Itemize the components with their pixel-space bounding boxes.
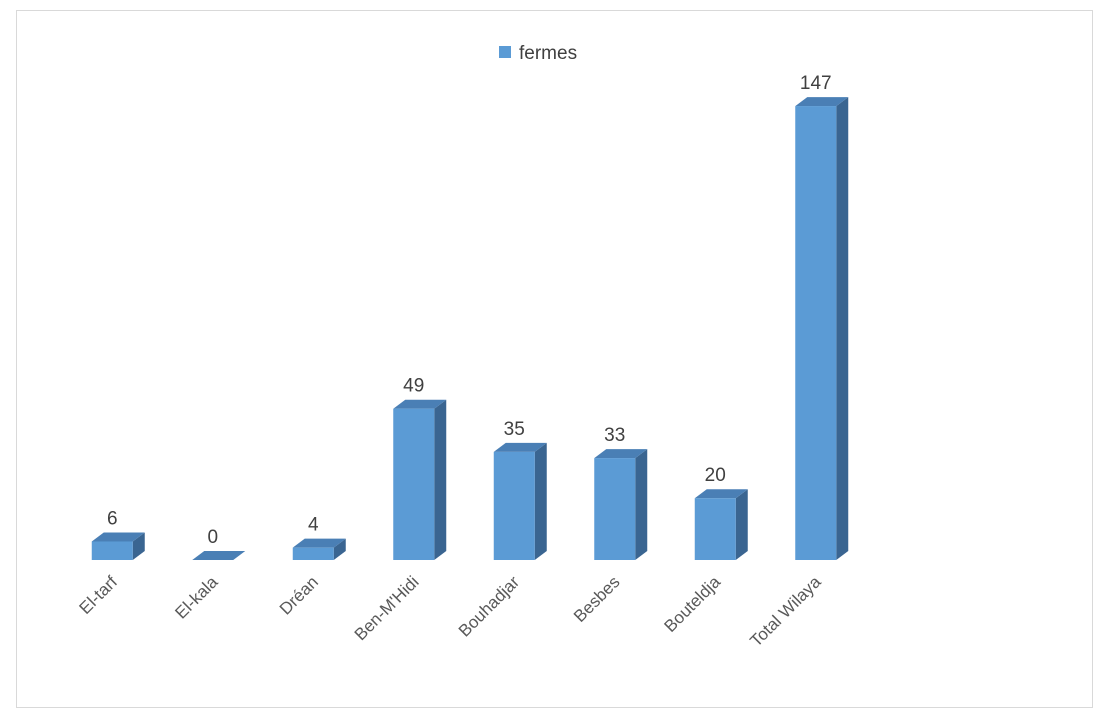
- bar-bouteldja: [694, 489, 748, 560]
- data-label-ben-m-hidi: 49: [403, 376, 424, 397]
- bar-side-ben-m-hidi: [434, 399, 447, 560]
- data-label-bouhadjar: 35: [504, 419, 525, 440]
- bar-side-bouteldja: [735, 489, 748, 560]
- bar-side-bouhadjar: [534, 442, 547, 560]
- data-label-el-kala: 0: [207, 527, 218, 548]
- legend-swatch-fermes: [499, 46, 511, 58]
- bar-top-besbes: [594, 449, 648, 459]
- data-label-bouteldja: 20: [705, 465, 726, 486]
- bar-top-ben-m-hidi: [393, 399, 447, 409]
- x-axis-tick-labels: El-tarf El-kala Dréan Ben-M'Hidi Bouhadjar Be…: [76, 572, 825, 651]
- bar-side-total-wilaya: [836, 97, 849, 561]
- bars-group: [91, 97, 849, 561]
- data-label-besbes: 33: [604, 425, 625, 446]
- bar-front-drean: [292, 547, 334, 560]
- bar-top-bouteldja: [694, 489, 748, 499]
- x-tick-label-el-tarf: El-tarf: [76, 572, 122, 618]
- bar-front-ben-m-hidi: [393, 408, 435, 560]
- x-tick-label-el-kala: El-kala: [171, 572, 222, 623]
- x-tick-label-bouteldja: Bouteldja: [661, 572, 725, 636]
- bar-top-drean: [292, 538, 346, 548]
- bar-side-besbes: [635, 449, 648, 560]
- bar-top-el-tarf: [91, 532, 145, 542]
- legend-label-fermes: fermes: [519, 43, 577, 64]
- bar-top-total-wilaya: [795, 97, 849, 107]
- bar-ben-m-hidi: [393, 399, 447, 560]
- data-label-total-wilaya: 147: [800, 73, 832, 94]
- bar-side-drean: [333, 538, 346, 560]
- data-label-drean: 4: [308, 515, 319, 536]
- bar-front-bouteldja: [694, 498, 736, 560]
- bar-front-el-tarf: [91, 541, 133, 560]
- x-tick-label-bouhadjar: Bouhadjar: [455, 572, 523, 640]
- chart-frame: [16, 10, 1093, 708]
- bar-top-el-kala: [192, 551, 246, 560]
- x-tick-label-total-wilaya: Total Wilaya: [746, 572, 825, 651]
- bar-total-wilaya: [795, 97, 849, 561]
- bar-besbes: [594, 449, 648, 560]
- bar-front-besbes: [594, 458, 636, 560]
- bar-drean: [292, 538, 346, 560]
- data-label-el-tarf: 6: [107, 508, 118, 529]
- bar-front-bouhadjar: [493, 451, 535, 560]
- x-tick-label-besbes: Besbes: [570, 572, 624, 626]
- x-tick-label-ben-m-hidi: Ben-M'Hidi: [351, 572, 423, 644]
- bar-front-total-wilaya: [795, 106, 837, 561]
- x-tick-label-drean: Dréan: [276, 572, 322, 618]
- bar-el-tarf: [91, 532, 145, 560]
- bar-bouhadjar: [493, 442, 547, 560]
- bar-top-bouhadjar: [493, 442, 547, 452]
- bar-el-kala: [192, 551, 246, 560]
- bar-side-el-tarf: [132, 532, 145, 560]
- chart-legend: fermes: [499, 43, 577, 64]
- data-labels-group: 6 0 4 49 35 33 20 147: [107, 73, 832, 548]
